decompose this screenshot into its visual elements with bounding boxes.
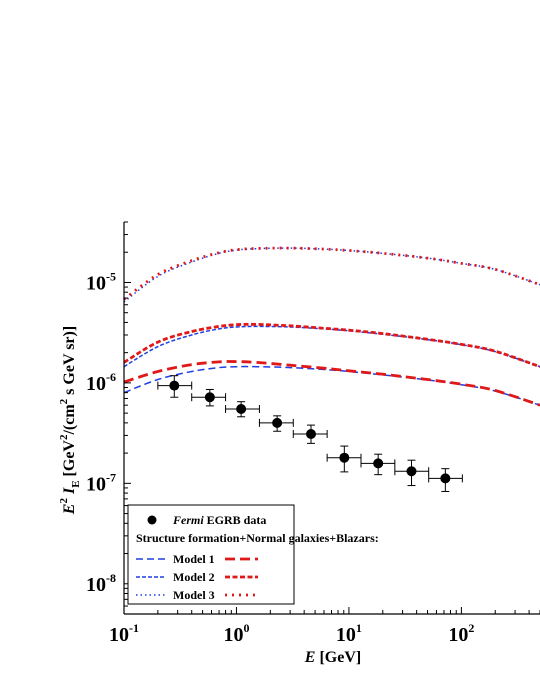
- y-title-e: E: [61, 504, 78, 516]
- data-point-marker: [440, 473, 451, 484]
- y-title-e-sup: 2: [58, 498, 70, 504]
- y-tick-label: 10-5: [86, 269, 116, 294]
- x-axis-title-unit: [GeV]: [315, 649, 361, 666]
- legend: Fermi EGRB data Structure formation+Norm…: [127, 504, 379, 605]
- y-tick-exponent: -7: [106, 470, 116, 484]
- x-tick-exponent: 2: [468, 621, 474, 635]
- y-tick-exponent: -8: [106, 571, 116, 585]
- data-point-marker: [406, 466, 417, 477]
- y-tick-base: 10: [86, 574, 106, 596]
- y-title-i: I: [61, 487, 78, 498]
- y-tick-label: 10-8: [86, 571, 116, 596]
- data-point: [394, 459, 430, 487]
- data-point-marker: [339, 452, 350, 463]
- data-point-marker: [204, 392, 215, 403]
- y-tick-label: 10-7: [86, 470, 116, 495]
- legend-model-2-label: Model 2: [173, 570, 215, 584]
- model-1-red-curve: [123, 360, 540, 407]
- y-title-i-sub: E: [70, 480, 82, 487]
- y-tick-base: 10: [86, 272, 106, 294]
- x-tick-base: 10: [109, 624, 129, 646]
- model-1-blue-curve: [123, 365, 540, 406]
- x-tick-label: 102: [448, 621, 474, 646]
- y-tick-exponent: -5: [106, 269, 116, 283]
- data-point: [326, 445, 362, 473]
- data-point-marker: [272, 417, 283, 428]
- x-tick-label: 101: [336, 621, 362, 646]
- x-tick-base: 10: [223, 624, 243, 646]
- data-point: [191, 388, 227, 407]
- data-point-marker: [236, 403, 247, 414]
- data-point-marker: [373, 458, 384, 469]
- y-title-bracket: [GeV: [61, 440, 78, 481]
- x-tick-base: 10: [336, 624, 356, 646]
- fermi-data-points: [157, 375, 463, 492]
- y-axis-title: E2 IE [GeV2/(cm2 s GeV sr)]: [58, 326, 82, 515]
- y-title-tail: s GeV sr)]: [61, 326, 78, 399]
- x-axis-title: E [GeV]: [304, 649, 361, 666]
- data-point: [428, 468, 463, 492]
- model-2-red-curve: [123, 322, 540, 369]
- y-tick-base: 10: [86, 373, 106, 395]
- y-title-mid: /(cm: [61, 404, 78, 436]
- legend-model-1-label: Model 1: [173, 552, 215, 566]
- x-tick-label: 100: [223, 621, 249, 646]
- model-curves: [123, 246, 540, 407]
- legend-data-marker: [147, 515, 157, 525]
- data-point-marker: [169, 380, 180, 391]
- data-point-marker: [305, 428, 316, 439]
- y-tick-exponent: -6: [106, 370, 116, 384]
- model-3-red-curve: [123, 246, 540, 301]
- model-2-blue-curve: [123, 325, 540, 368]
- y-title-gev-sup: 2: [58, 434, 70, 440]
- x-tick-base: 10: [448, 624, 468, 646]
- data-point: [258, 415, 294, 432]
- y-tick-base: 10: [86, 473, 106, 495]
- x-tick-exponent: 0: [243, 621, 249, 635]
- data-point: [157, 375, 193, 398]
- data-point: [360, 453, 396, 476]
- x-axis-title-main: E: [304, 649, 316, 666]
- model-3-blue-curve: [123, 247, 540, 303]
- x-tick-exponent: 1: [356, 621, 362, 635]
- data-point: [292, 424, 328, 444]
- y-title-cm-sup: 2: [58, 398, 70, 404]
- legend-data-label-rest: EGRB data: [204, 513, 267, 527]
- legend-data-label-italic: Fermi: [172, 513, 204, 527]
- x-tick-exponent: -1: [129, 621, 139, 635]
- data-point: [225, 401, 260, 418]
- x-tick-label: 10-1: [109, 621, 139, 646]
- legend-model-3-label: Model 3: [173, 588, 215, 602]
- legend-group-title: Structure formation+Normal galaxies+Blaz…: [136, 531, 379, 545]
- y-tick-label: 10-6: [86, 370, 116, 395]
- legend-data-label: Fermi EGRB data: [172, 513, 266, 527]
